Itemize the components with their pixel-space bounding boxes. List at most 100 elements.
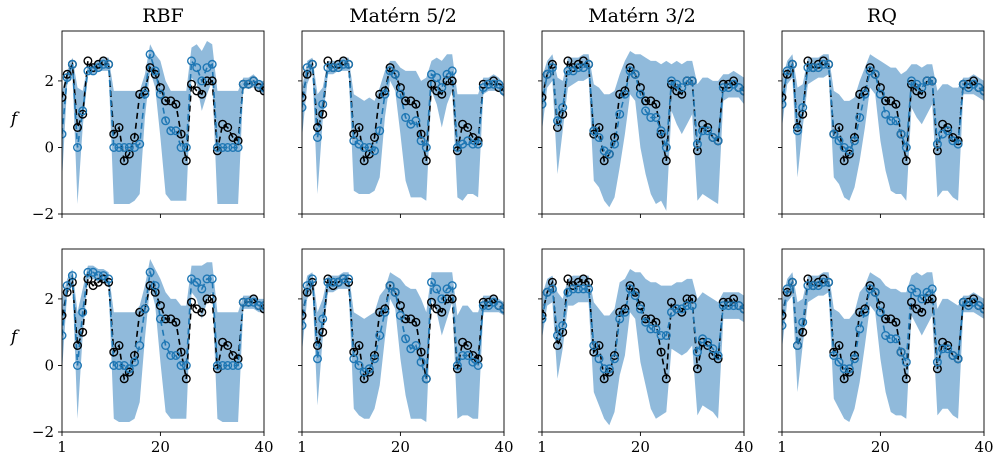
prediction-point [558, 102, 568, 112]
truth-point [318, 109, 328, 119]
column-title-rq: RQ [867, 5, 897, 27]
truth-point [150, 287, 160, 297]
prediction-point [855, 324, 865, 334]
prediction-point [338, 274, 348, 284]
prediction-point [447, 66, 457, 76]
prediction-point [354, 361, 364, 371]
y-tick-label: −2 [32, 423, 54, 441]
truth-point [323, 56, 333, 66]
truth-point [411, 317, 421, 327]
truth-point [380, 86, 390, 96]
truth-point [907, 79, 917, 89]
truth-point [943, 122, 953, 132]
prediction-point [620, 89, 630, 99]
prediction-point [259, 301, 264, 311]
prediction-point [437, 294, 447, 304]
prediction-point [109, 361, 119, 371]
truth-point [359, 156, 369, 166]
prediction-point [943, 344, 953, 354]
truth-point [349, 347, 359, 357]
prediction-point [687, 301, 697, 311]
prediction-point [218, 142, 228, 152]
truth-point [875, 83, 885, 93]
x-tick-label: 20 [151, 438, 170, 456]
truth-point [395, 83, 405, 93]
prediction-point [318, 314, 328, 324]
truth-point [83, 56, 93, 66]
prediction-point [979, 304, 984, 314]
prediction-point [176, 361, 186, 371]
truth-line [62, 276, 264, 381]
truth-point [155, 301, 165, 311]
prediction-point [83, 66, 93, 76]
prediction-point [739, 304, 744, 314]
truth-point [620, 86, 630, 96]
prediction-point [875, 89, 885, 99]
prediction-point [803, 63, 813, 73]
truth-point [553, 341, 563, 351]
prediction-point [912, 287, 922, 297]
plot-area [542, 269, 744, 426]
truth-point [370, 132, 380, 142]
prediction-point [338, 59, 348, 69]
prediction-point [808, 281, 818, 291]
truth-point [202, 76, 212, 86]
truth-point [129, 132, 139, 142]
truth-point [803, 56, 813, 66]
prediction-point [432, 73, 442, 83]
prediction-point [589, 341, 599, 351]
prediction-point [829, 351, 839, 361]
truth-point [865, 63, 875, 73]
plot-area [62, 41, 264, 204]
prediction-point [93, 271, 103, 281]
prediction-point [656, 331, 666, 341]
prediction-point [850, 354, 860, 364]
prediction-point [547, 63, 557, 73]
truth-point [452, 146, 462, 156]
prediction-point [104, 59, 114, 69]
truth-point [83, 274, 93, 284]
prediction-point [922, 76, 932, 86]
prediction-point [197, 76, 207, 86]
truth-point [259, 86, 264, 96]
prediction-point [468, 139, 478, 149]
prediction-point [703, 126, 713, 136]
truth-point [437, 89, 447, 99]
prediction-point [901, 142, 911, 152]
truth-point [442, 294, 452, 304]
axes-frame [301, 248, 505, 433]
truth-point [651, 317, 661, 327]
prediction-point [171, 126, 181, 136]
truth-line [782, 58, 984, 163]
prediction-point [124, 142, 134, 152]
truth-point [349, 129, 359, 139]
truth-point [917, 89, 927, 99]
prediction-point [708, 344, 718, 354]
truth-point [114, 122, 124, 132]
prediction-point [67, 59, 77, 69]
truth-point [155, 83, 165, 93]
prediction-point [891, 334, 901, 344]
truth-point [667, 79, 677, 89]
truth-point [124, 367, 134, 377]
truth-point [62, 69, 72, 79]
prediction-point [140, 304, 150, 314]
truth-point [692, 364, 702, 374]
prediction-point [782, 284, 792, 294]
truth-point [359, 374, 369, 384]
prediction-point [824, 277, 834, 287]
prediction-point [155, 89, 165, 99]
truth-point [651, 99, 661, 109]
truth-point [850, 351, 860, 361]
prediction-point [917, 83, 927, 93]
prediction-point [713, 136, 723, 146]
truth-point [161, 314, 171, 324]
prediction-point [98, 59, 108, 69]
truth-point [620, 304, 630, 314]
panel-r2-rq: 1 20 40 [777, 248, 994, 456]
prediction-point [385, 281, 395, 291]
truth-point [599, 156, 609, 166]
prediction-point [78, 106, 88, 116]
truth-point [881, 314, 891, 324]
